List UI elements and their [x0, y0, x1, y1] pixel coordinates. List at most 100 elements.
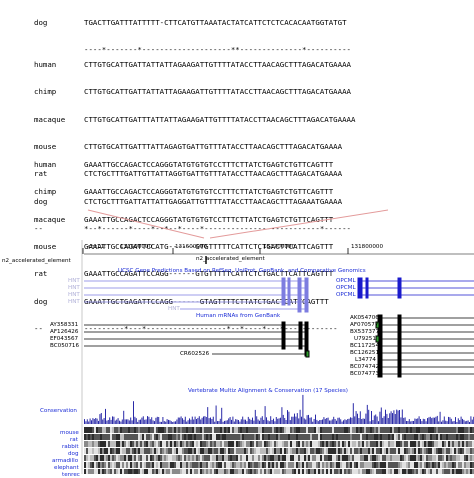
species-strip-cell — [326, 448, 328, 454]
species-strip-cell — [264, 448, 266, 454]
species-strip-cell — [88, 462, 90, 468]
species-strip-cell — [310, 455, 312, 461]
species-strip-cell — [160, 455, 162, 461]
species-strip-cell — [350, 462, 352, 468]
species-strip-cell — [94, 469, 96, 474]
species-strip-cell — [432, 448, 434, 454]
species-strip-cell — [138, 427, 140, 433]
mrna-label[interactable]: CR602526 — [180, 351, 210, 357]
mrna-label[interactable]: BC117254 — [350, 343, 379, 349]
species-strip-cell — [170, 427, 172, 433]
species-strip-cell — [108, 427, 110, 433]
mrna-label[interactable]: EF043567 — [50, 336, 79, 342]
hnt-label[interactable]: HNT — [68, 292, 80, 298]
species-strip-cell — [228, 441, 230, 447]
conservation-bar — [431, 418, 433, 424]
species-strip-cell — [110, 462, 112, 468]
species-strip-cell — [354, 434, 356, 440]
species-strip-cell — [370, 427, 372, 433]
sequence: CTTGTGCATTGATTTATTATTAGAAGATTGTTTTATACCT… — [84, 114, 356, 124]
species-label[interactable]: rabbit — [62, 444, 79, 450]
species-strip-cell — [330, 427, 332, 433]
mrna-label[interactable]: BC074742 — [350, 364, 379, 370]
species-strip-cell — [120, 441, 122, 447]
mrna-label[interactable]: AF126426 — [50, 329, 79, 335]
conservation-bar — [124, 419, 126, 424]
mrna-label[interactable]: BX537377 — [350, 329, 380, 335]
right-mrnas[interactable] — [375, 314, 474, 378]
species-strip-cell — [264, 441, 266, 447]
hnt-label[interactable]: HNT — [68, 278, 80, 284]
mrna-label[interactable]: BC126251 — [350, 350, 379, 356]
mrna-label[interactable]: L34774 — [355, 357, 376, 363]
conservation-bar — [317, 421, 319, 424]
conservation-bar — [212, 416, 214, 424]
species-strip-cell — [212, 448, 214, 454]
opcml-label[interactable]: OPCML — [336, 292, 356, 298]
species-label[interactable]: elephant — [54, 465, 79, 471]
species-strip-cell — [402, 427, 404, 433]
species-strip-cell — [306, 448, 308, 454]
species-strip-cell — [356, 469, 358, 474]
species-strip-cell — [344, 441, 346, 447]
hnt-label[interactable]: HNT — [68, 285, 80, 291]
conservation-label[interactable]: Conservation — [40, 408, 77, 414]
species-strip-cell — [212, 455, 214, 461]
species-strip-cell — [266, 469, 268, 474]
species-strip-cell — [464, 469, 466, 474]
species-strip-cell — [416, 427, 418, 433]
species-strip-cell — [312, 469, 314, 474]
hnt-gene-models[interactable] — [84, 277, 309, 313]
species-label[interactable]: rat — [70, 437, 78, 443]
species-strip-cell — [94, 462, 96, 468]
conservation-track-title: Vertebrate Multiz Alignment & Conservati… — [188, 388, 348, 394]
hnt-label[interactable]: HNT — [168, 306, 180, 312]
species-strip-cell — [164, 448, 166, 454]
species-strip-cell — [184, 469, 186, 474]
species-label[interactable]: armadillo — [52, 458, 79, 464]
opcml-label[interactable]: OPCML — [336, 278, 356, 284]
species-strip-cell — [190, 448, 192, 454]
species-strip-cell — [232, 448, 234, 454]
species-strip-cell — [138, 441, 140, 447]
conservation-bar — [358, 418, 360, 424]
species-strip-cell — [268, 427, 270, 433]
conservation-bar — [116, 419, 118, 424]
opcml-gene-models[interactable] — [357, 277, 474, 299]
species-strip-cell — [118, 441, 120, 447]
opcml-label[interactable]: OPCML — [336, 285, 356, 291]
species-strip-cell — [252, 469, 254, 474]
species-strip-cell — [280, 434, 282, 440]
ucsc-genes-title: UCSC Gene Predictions Based on RefSeq, U… — [118, 268, 366, 274]
species-strip-cell — [162, 469, 164, 474]
mrna-label[interactable]: U79251 — [354, 336, 376, 342]
species-strip-cell — [118, 448, 120, 454]
conservation-bar — [233, 421, 235, 424]
mrna-label[interactable]: AF070577 — [350, 322, 379, 328]
species-strip-cell — [158, 441, 160, 447]
mrna-label[interactable]: AY358331 — [50, 322, 79, 328]
species-label[interactable]: mouse — [60, 430, 79, 436]
species-strip-cell — [234, 448, 236, 454]
species-strip-cell — [410, 462, 412, 468]
mrna-label[interactable]: BC074773 — [350, 371, 379, 377]
species-strip-cell — [284, 441, 286, 447]
species-strip-cell — [446, 434, 448, 440]
species-label[interactable]: dog — [68, 451, 79, 457]
species-label[interactable]: tenrec — [62, 472, 80, 478]
species-strip-cell — [470, 462, 472, 468]
species-strip-cell — [238, 434, 240, 440]
species-strip-cell — [224, 427, 226, 433]
mrna-label[interactable]: BC050716 — [50, 343, 79, 349]
left-mrnas[interactable] — [84, 321, 310, 358]
conservation-bar — [218, 421, 220, 424]
scale-tick-label: 131700000 — [263, 244, 296, 250]
species-strip-cell — [86, 469, 88, 474]
mrna-label[interactable]: AK054706 — [350, 315, 379, 321]
conservation-bar — [424, 419, 426, 424]
species-strip-cell — [382, 462, 384, 468]
hnt-label[interactable]: HNT — [68, 299, 80, 305]
species-strip-cell — [326, 469, 328, 474]
species-strip-cell — [94, 434, 96, 440]
conservation-bar — [291, 416, 293, 424]
